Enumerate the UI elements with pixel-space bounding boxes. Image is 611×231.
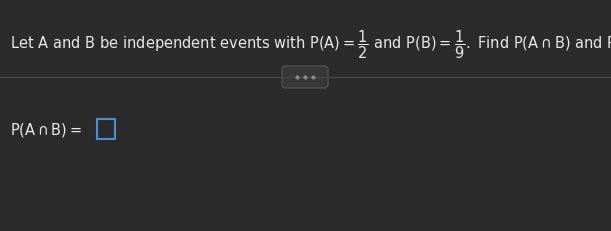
Bar (97, 119, 115, 139)
FancyBboxPatch shape (282, 67, 328, 89)
Text: $\mathsf{Let\ A\ and\ B\ be\ independent\ events\ with\ P(A)=\dfrac{1}{2}\ and\ : $\mathsf{Let\ A\ and\ B\ be\ independent… (10, 28, 611, 60)
Text: $\mathsf{P(A\cap B)=}$: $\mathsf{P(A\cap B)=}$ (10, 121, 82, 138)
